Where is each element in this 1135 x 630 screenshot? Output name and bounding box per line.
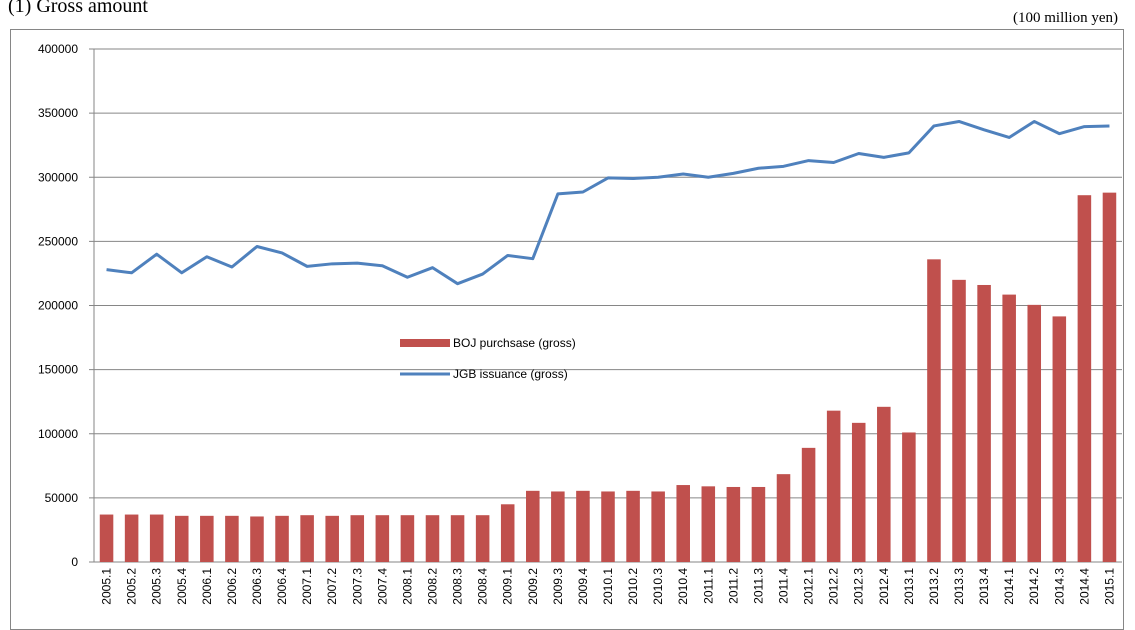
bar [475, 515, 490, 562]
x-tick-label: 2010.1 [601, 568, 615, 605]
x-tick-label: 2006.2 [225, 568, 239, 605]
chart-title: (1) Gross amount [8, 0, 148, 17]
x-tick-label: 2011.1 [701, 568, 715, 604]
x-tick-label: 2011.4 [777, 568, 791, 604]
x-tick-label: 2009.3 [551, 568, 565, 605]
bar [149, 514, 164, 562]
bar [174, 515, 189, 562]
bar [551, 491, 565, 562]
bar [1052, 316, 1067, 562]
bar [902, 432, 916, 562]
y-tick-label: 350000 [38, 106, 78, 120]
bar [350, 515, 365, 562]
x-tick-label: 2013.4 [977, 568, 991, 605]
y-tick-label: 400000 [38, 42, 78, 56]
bar [450, 515, 465, 562]
x-tick-label: 2005.2 [125, 568, 139, 605]
x-tick-label: 2012.3 [852, 568, 866, 605]
bar [877, 406, 891, 562]
x-tick-label: 2005.4 [175, 568, 189, 605]
x-tick-label: 2011.2 [726, 568, 740, 604]
x-tick-label: 2009.4 [576, 568, 590, 605]
x-tick-label: 2008.1 [400, 568, 414, 605]
unit-label: (100 million yen) [1013, 10, 1118, 26]
bar [676, 485, 690, 562]
bar [225, 515, 239, 562]
x-tick-label: 2014.4 [1077, 568, 1091, 605]
legend-swatch [400, 339, 450, 347]
bar [275, 515, 289, 562]
bar [776, 474, 791, 562]
x-tick-label: 2005.1 [100, 568, 114, 605]
y-tick-label: 100000 [38, 427, 78, 441]
x-tick-label: 2012.1 [802, 568, 816, 605]
y-tick-label: 200000 [38, 299, 78, 313]
x-tick-label: 2007.3 [350, 568, 364, 605]
x-tick-label: 2006.1 [200, 568, 214, 605]
bar [526, 490, 540, 562]
legend-label: BOJ purchsase (gross) [453, 336, 576, 350]
bar [626, 490, 640, 562]
bar [375, 515, 390, 562]
x-tick-label: 2012.4 [877, 568, 891, 605]
y-tick-label: 150000 [38, 363, 78, 377]
bar [826, 410, 841, 562]
bar [1102, 192, 1117, 562]
x-tick-label: 2013.2 [927, 568, 941, 605]
x-tick-label: 2007.2 [325, 568, 339, 605]
x-tick-label: 2013.3 [952, 568, 966, 605]
bar [325, 515, 339, 562]
bar [927, 259, 941, 562]
bar [1027, 304, 1042, 562]
bar [851, 422, 866, 562]
bar [651, 491, 665, 562]
bar [576, 490, 590, 562]
x-tick-label: 2012.2 [827, 568, 841, 605]
bar [1002, 294, 1016, 562]
x-tick-label: 2011.3 [751, 568, 765, 604]
y-tick-label: 50000 [45, 491, 79, 505]
y-tick-label: 300000 [38, 170, 78, 184]
bar [726, 486, 741, 562]
bar [701, 486, 716, 562]
x-tick-label: 2008.2 [425, 568, 439, 605]
bar [300, 515, 314, 562]
x-tick-label: 2010.4 [676, 568, 690, 605]
bar [952, 279, 966, 562]
bar [425, 515, 440, 562]
bar [124, 514, 139, 562]
bar [601, 491, 615, 562]
x-tick-label: 2007.1 [300, 568, 314, 605]
x-tick-label: 2009.1 [501, 568, 515, 605]
bar [751, 486, 766, 562]
x-tick-label: 2014.1 [1002, 568, 1016, 605]
x-tick-label: 2009.2 [526, 568, 540, 605]
y-tick-label: 0 [71, 555, 78, 569]
bar [250, 516, 264, 562]
line [106, 119, 1110, 286]
x-tick-label: 2005.3 [150, 568, 164, 605]
x-tick-label: 2008.3 [451, 568, 465, 605]
bar [500, 504, 515, 562]
x-tick-label: 2010.3 [651, 568, 665, 605]
bar [977, 284, 991, 562]
x-tick-label: 2014.2 [1027, 568, 1041, 605]
x-tick-label: 2010.2 [626, 568, 640, 605]
x-tick-label: 2008.4 [476, 568, 490, 605]
x-tick-label: 2014.3 [1052, 568, 1066, 605]
y-tick-label: 250000 [38, 234, 78, 248]
bar [801, 447, 816, 562]
x-tick-label: 2006.3 [250, 568, 264, 605]
x-tick-label: 2013.1 [902, 568, 916, 605]
bar [99, 514, 114, 562]
bar [1077, 195, 1092, 562]
x-tick-label: 2006.4 [275, 568, 289, 605]
legend-label: JGB issuance (gross) [453, 367, 568, 381]
bar [400, 515, 415, 562]
x-tick-label: 2007.4 [375, 568, 389, 605]
x-tick-label: 2015.1 [1102, 568, 1116, 605]
bar [200, 515, 214, 562]
